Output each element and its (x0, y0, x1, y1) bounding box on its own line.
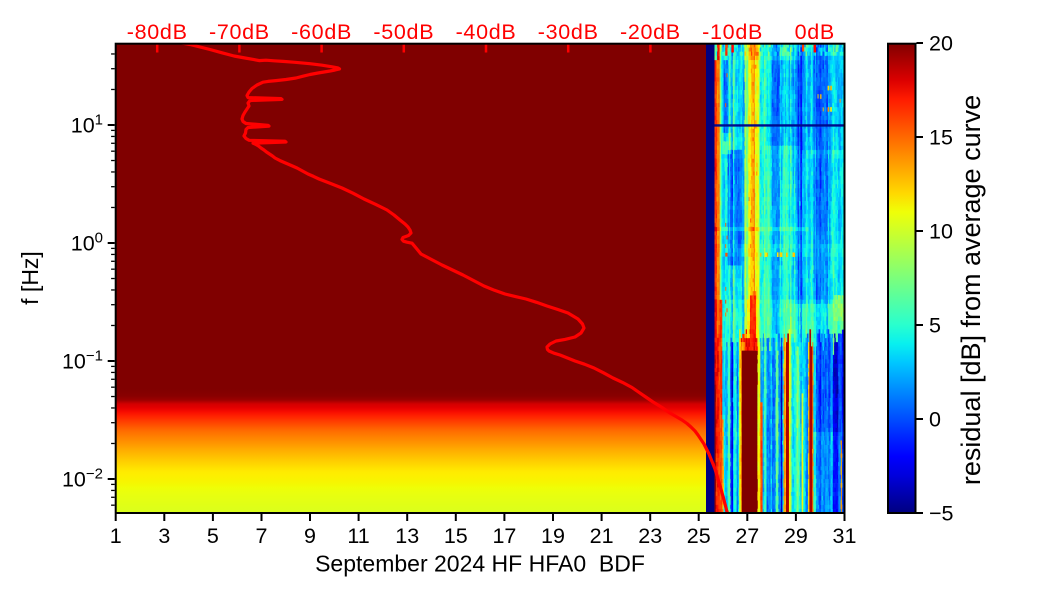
svg-text:0dB: 0dB (795, 20, 835, 44)
svg-text:27: 27 (735, 524, 759, 548)
svg-text:5: 5 (929, 314, 941, 338)
svg-text:-50dB: -50dB (373, 20, 434, 44)
svg-text:15: 15 (444, 524, 468, 548)
svg-text:3: 3 (158, 524, 170, 548)
svg-text:10: 10 (929, 220, 953, 244)
svg-text:19: 19 (541, 524, 565, 548)
svg-text:-30dB: -30dB (538, 20, 599, 44)
svg-text:-80dB: -80dB (127, 20, 188, 44)
svg-text:21: 21 (590, 524, 614, 548)
svg-text:15: 15 (929, 126, 953, 150)
svg-text:f [Hz]: f [Hz] (17, 251, 43, 305)
svg-text:0: 0 (929, 408, 941, 432)
svg-text:1: 1 (110, 524, 122, 548)
svg-text:23: 23 (638, 524, 662, 548)
svg-text:−5: −5 (929, 502, 954, 526)
svg-text:-40dB: -40dB (456, 20, 517, 44)
svg-text:-10dB: -10dB (702, 20, 763, 44)
svg-text:-20dB: -20dB (620, 20, 681, 44)
svg-text:20: 20 (929, 32, 953, 56)
svg-text:17: 17 (492, 524, 516, 548)
svg-text:13: 13 (395, 524, 419, 548)
svg-text:31: 31 (833, 524, 857, 548)
svg-text:September 2024 HF HFA0 BDF: September 2024 HF HFA0 BDF (315, 551, 645, 577)
svg-text:5: 5 (207, 524, 219, 548)
svg-text:-60dB: -60dB (291, 20, 352, 44)
svg-text:-70dB: -70dB (209, 20, 270, 44)
svg-text:29: 29 (784, 524, 808, 548)
svg-text:9: 9 (304, 524, 316, 548)
svg-text:10−2: 10−2 (62, 466, 103, 492)
svg-text:residual [dB] from average cur: residual [dB] from average curve (956, 95, 986, 485)
svg-text:11: 11 (347, 524, 369, 548)
svg-text:25: 25 (687, 524, 711, 548)
svg-text:7: 7 (256, 524, 268, 548)
